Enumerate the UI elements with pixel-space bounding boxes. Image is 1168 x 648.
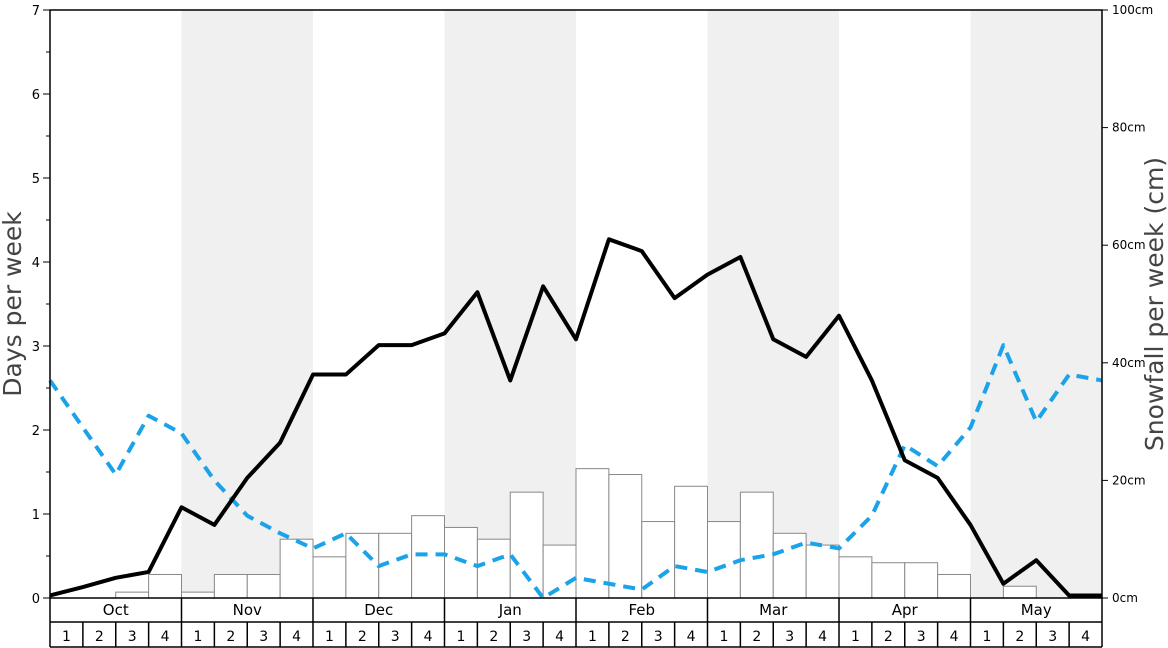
left-tick-label: 6 [32,88,40,103]
snowfall-bar [246,573,281,599]
left-tick-label: 5 [32,172,40,187]
snowfall-bar [345,532,380,599]
left-axis: 0 1 2 3 4 5 6 7 [32,4,50,607]
snowfall-bar [148,573,182,599]
right-axis-title: Snowfall per week (cm) [1140,157,1168,451]
month-band-may [970,10,1102,598]
snowfall-bar [871,562,906,599]
snowfall-bar [115,591,150,599]
week-label: 3 [785,629,794,645]
week-label: 1 [193,629,202,645]
snowfall-bar [279,538,314,599]
data-lines [48,237,1103,600]
left-tick-label: 3 [32,340,40,355]
week-label: 4 [292,629,301,645]
week-label: 3 [128,629,137,645]
week-label: 1 [456,629,465,645]
week-label: 3 [1048,629,1057,645]
right-axis: 0cm 20cm 40cm 60cm 80cm 100cm [1102,3,1153,605]
solid-series-line [49,237,1102,598]
week-label: 2 [489,629,498,645]
left-axis-title: Days per week [0,211,27,397]
week-label: 1 [982,629,991,645]
snowfall-bar [739,491,774,599]
snowfall-bar [575,468,610,599]
right-tick-label: 100cm [1112,3,1153,17]
month-label-may: May [1021,601,1052,619]
snowfall-bar [312,556,347,599]
month-label-apr: Apr [892,601,919,619]
week-label: 4 [818,629,827,645]
week-label: 4 [1081,629,1090,645]
month-label-jan: Jan [498,601,522,619]
right-tick-label: 0cm [1112,591,1138,605]
snowfall-bar [411,515,445,599]
snowfall-bar [1002,585,1037,599]
week-label: 3 [917,629,926,645]
week-label: 3 [391,629,400,645]
month-label-dec: Dec [364,601,393,619]
month-label-feb: Feb [628,601,655,619]
snowfall-bar [805,544,840,599]
snowfall-bar [608,474,643,599]
week-label: 2 [226,629,235,645]
left-tick-label: 4 [32,256,40,271]
right-tick-label: 20cm [1112,473,1146,487]
snowfall-bar [838,556,873,599]
week-label: 1 [588,629,597,645]
week-label: 2 [358,629,367,645]
left-tick-label: 0 [32,592,40,607]
week-label: 1 [325,629,334,645]
week-label: 1 [851,629,860,645]
week-label: 4 [687,629,696,645]
week-label: 3 [654,629,663,645]
month-axis: Oct Nov Dec Jan Feb Mar Apr May [49,598,1103,623]
snowfall-bar [707,521,741,599]
snowfall-bar [509,491,544,599]
left-tick-label: 1 [32,508,40,523]
snowfall-bar [674,485,708,599]
left-tick-label: 2 [32,424,40,439]
week-label: 1 [719,629,728,645]
week-label: 2 [95,629,104,645]
left-tick-label: 7 [32,4,40,19]
month-label-mar: Mar [759,601,788,619]
week-axis: 1 2 3 4 1 2 3 4 1 2 3 4 1 2 3 4 1 2 3 4 1 2 3 4 1 2 3 4 1 2 3 4 [49,622,1103,648]
week-label: 4 [950,629,959,645]
right-tick-label: 40cm [1112,356,1146,370]
right-tick-label: 80cm [1112,121,1146,135]
month-label-nov: Nov [233,601,262,619]
week-label: 2 [884,629,893,645]
snowfall-bar [542,544,577,599]
week-label: 2 [752,629,761,645]
week-label: 1 [62,629,71,645]
snowfall-bar [444,526,478,599]
right-tick-label: 60cm [1112,238,1146,252]
month-band-nov [181,10,313,598]
snowfall-bar [181,591,215,599]
snowfall-bar [476,538,511,599]
snowfall-bar [937,573,971,599]
week-label: 3 [259,629,268,645]
week-label: 4 [555,629,564,645]
week-label: 2 [1015,629,1024,645]
week-label: 4 [424,629,433,645]
week-label: 2 [621,629,630,645]
snowfall-bar [213,573,248,599]
week-label: 4 [161,629,170,645]
snowfall-bar [904,562,939,599]
week-label: 3 [522,629,531,645]
month-label-oct: Oct [103,601,129,619]
